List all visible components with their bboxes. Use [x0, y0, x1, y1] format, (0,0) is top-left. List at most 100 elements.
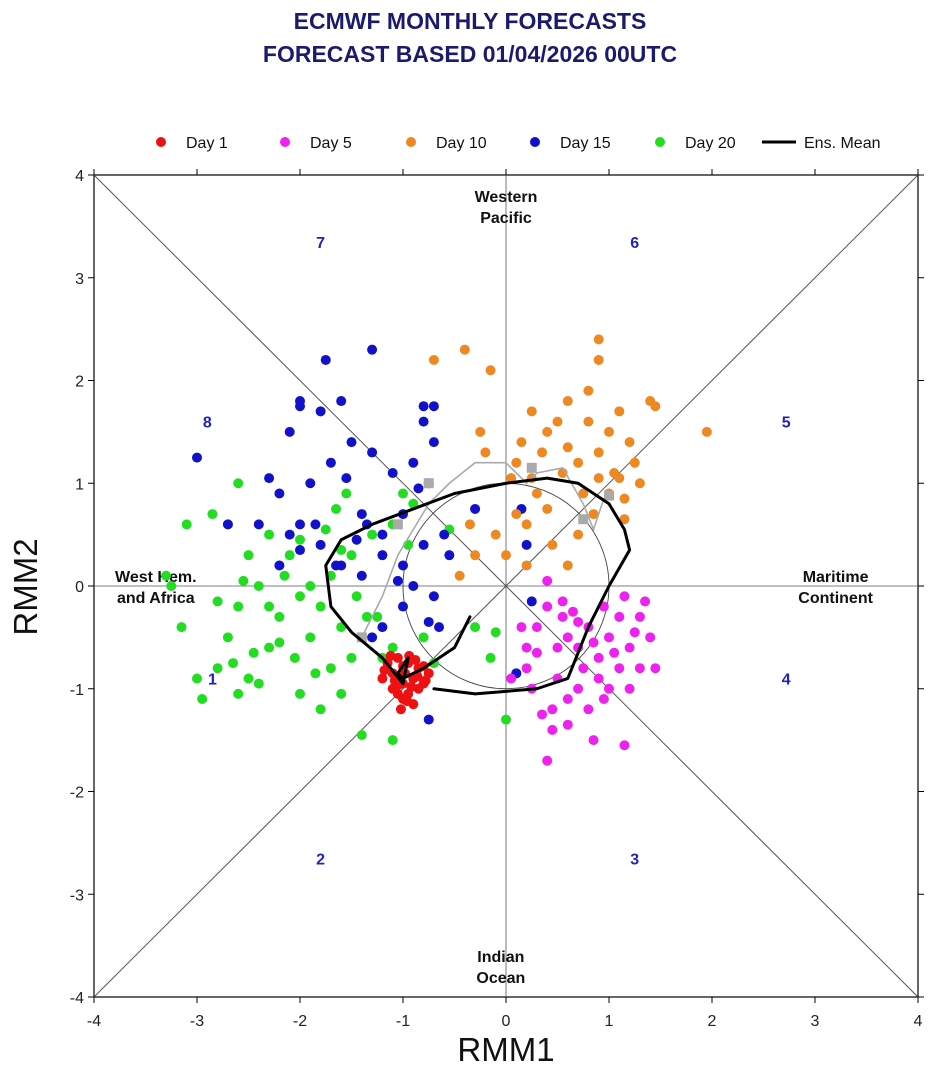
day-15-point — [320, 354, 331, 365]
day-20-point — [470, 622, 481, 633]
day-10-point — [593, 447, 604, 458]
day-20-point — [356, 729, 367, 740]
region-label: Western — [475, 189, 538, 206]
day-5-point — [588, 637, 599, 648]
day-10-point — [593, 354, 604, 365]
day-5-point — [624, 642, 635, 653]
day-15-point — [284, 426, 295, 437]
day-10-point — [583, 416, 594, 427]
day-10-point — [547, 539, 558, 550]
day-5-point — [562, 632, 573, 643]
day-1-point — [395, 704, 406, 715]
day-5-point — [506, 673, 517, 684]
day-15-point — [325, 457, 336, 468]
day-15-point — [222, 519, 233, 530]
day-1-point — [385, 650, 396, 661]
day-5-point — [604, 683, 614, 694]
y-tick-label: -3 — [70, 887, 84, 904]
day-15-point — [356, 570, 367, 581]
day-10-point — [634, 478, 645, 489]
day-20-point — [315, 601, 326, 612]
day-20-point — [418, 632, 429, 643]
day-5-point — [537, 709, 548, 720]
day-10-point — [552, 416, 563, 427]
day-15-point — [315, 406, 326, 417]
day-20-point — [233, 688, 244, 699]
x-tick-label: 2 — [708, 1013, 717, 1030]
day-20-point — [387, 735, 398, 746]
day-15-point — [346, 437, 357, 448]
x-tick-label: -4 — [87, 1013, 101, 1030]
day-15-point — [521, 539, 532, 550]
control-track-marker — [526, 462, 537, 473]
day-5-point — [634, 611, 645, 622]
day-20-point — [279, 570, 290, 581]
day-20-point — [197, 694, 208, 705]
y-tick-label: 2 — [75, 374, 84, 391]
region-labels: Western Pacific West Hem. and Africa Maritim… — [115, 189, 874, 987]
y-tick-label: 3 — [75, 271, 84, 288]
day-20-point — [264, 642, 275, 653]
day-5-point — [547, 724, 558, 735]
day-20-point — [166, 581, 177, 591]
day-10-point — [583, 385, 594, 396]
region-label: West Hem. — [115, 569, 197, 586]
day-15-point — [408, 457, 419, 468]
day-15-point — [439, 529, 450, 540]
day-15-point — [315, 539, 326, 550]
phase-number-label: 6 — [630, 235, 639, 252]
day-15-point — [284, 529, 295, 540]
day-15-point — [444, 550, 455, 561]
day-15-point — [434, 622, 445, 633]
day-15-point — [356, 509, 367, 520]
phase-number-label: 5 — [782, 415, 791, 432]
region-label: Continent — [798, 590, 873, 607]
day-20-point — [325, 663, 336, 674]
day-20-point — [336, 545, 347, 556]
day-1-point — [379, 665, 390, 676]
day-15-point — [331, 560, 342, 571]
control-track-marker — [578, 514, 589, 525]
x-axis-label: RMM1 — [457, 1031, 554, 1068]
region-label: Pacific — [480, 210, 532, 227]
day-10-point — [619, 514, 630, 525]
day-10-point — [557, 467, 568, 478]
legend-marker-day-10 — [406, 137, 416, 147]
day-5-point — [521, 663, 532, 674]
phase-number-label: 2 — [316, 851, 325, 868]
day-5-point — [645, 632, 656, 643]
control-track-marker — [392, 519, 403, 530]
day-20-point — [243, 673, 254, 684]
day-15-point — [264, 473, 275, 484]
day-1-point — [402, 696, 413, 707]
title-line-1: ECMWF MONTHLY FORECASTS — [294, 8, 647, 34]
legend-label: Ens. Mean — [804, 135, 880, 152]
day-20-point — [387, 642, 398, 653]
day-20-point — [264, 601, 275, 612]
day-15-point — [367, 447, 378, 458]
day-10-point — [562, 442, 573, 453]
day-15-point — [418, 401, 429, 412]
y-tick-label: 4 — [75, 168, 84, 185]
day-20-point — [485, 652, 496, 663]
phase-labels: 1 2 3 4 5 6 7 8 — [203, 235, 791, 868]
day-20-point — [295, 688, 305, 699]
day-15-point — [367, 344, 378, 355]
day-15-point — [253, 519, 264, 530]
y-tick-label: -4 — [70, 990, 84, 1007]
day-5-point — [614, 611, 625, 622]
day-5-point — [583, 704, 594, 715]
x-tick-label: -2 — [293, 1013, 307, 1030]
day-15-point — [295, 401, 305, 412]
day-20-point — [222, 632, 233, 643]
y-tick-label: 0 — [75, 579, 84, 596]
day-20-point — [284, 550, 295, 561]
day-10-point — [428, 354, 439, 365]
day-20-point — [320, 524, 331, 535]
day-10-point — [521, 519, 532, 530]
day-20-point — [212, 663, 223, 674]
day-5-point — [614, 663, 625, 674]
y-tick-label: -1 — [70, 682, 84, 699]
day-10-point — [542, 426, 553, 437]
